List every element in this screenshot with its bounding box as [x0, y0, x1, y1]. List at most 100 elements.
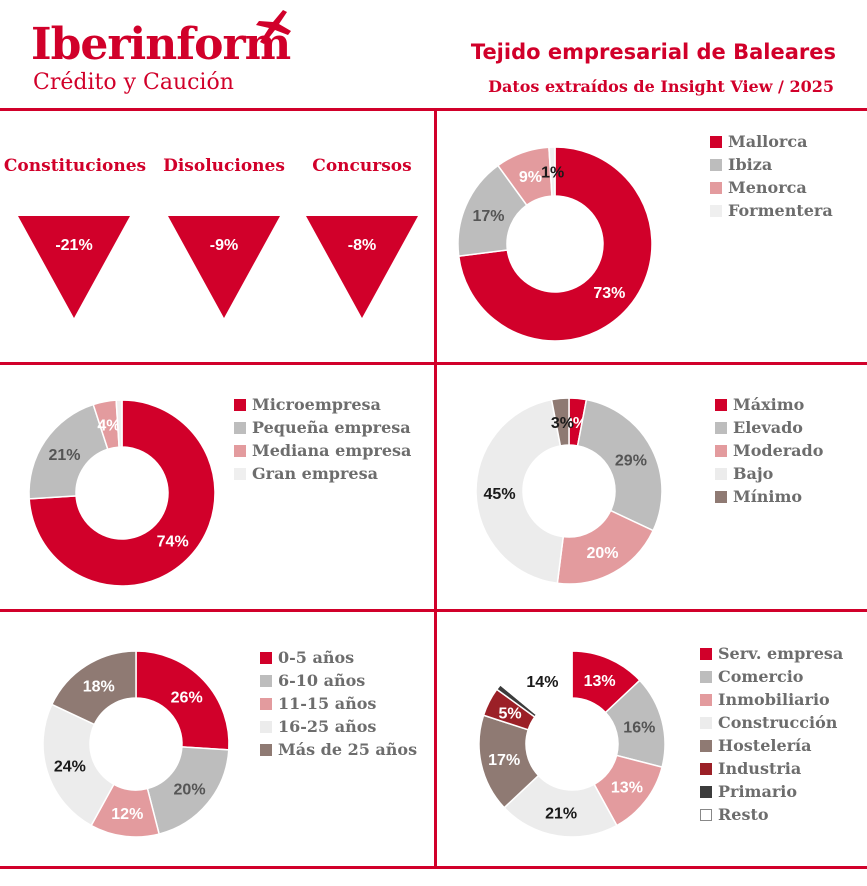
legend-label: Gran empresa — [252, 464, 378, 483]
legend-swatch — [700, 740, 712, 752]
slice-gran-empresa — [115, 399, 123, 448]
legend-label: Comercio — [718, 667, 804, 686]
legend-swatch — [700, 694, 712, 706]
legend-swatch — [234, 422, 246, 434]
legend-swatch — [715, 399, 727, 411]
slice-microempresa — [28, 399, 216, 587]
indicator-value-disoluciones: -9% — [209, 237, 239, 254]
legend-label: 0-5 años — [278, 648, 355, 667]
data-label-construccion: 21% — [545, 806, 577, 823]
slice-16-25-anos — [42, 703, 115, 827]
legend-label: Elevado — [733, 418, 803, 437]
donut-chart-risk: 3%29%20%45%3% — [475, 397, 663, 585]
legend-swatch — [260, 675, 272, 687]
slice-construccion — [503, 774, 618, 838]
legend-swatch — [234, 445, 246, 457]
indicator-value-constituciones: -21% — [55, 237, 93, 254]
data-label-menorca: 9% — [519, 169, 542, 186]
legend-swatch — [710, 159, 722, 171]
slice-mas-de-25-anos — [50, 650, 137, 726]
legend-label: Formentera — [728, 201, 833, 220]
legend-label: Moderado — [733, 441, 824, 460]
indicator-label-disoluciones: Disoluciones — [163, 156, 285, 176]
legend-label: 16-25 años — [278, 717, 377, 736]
legend-label: Mallorca — [728, 132, 808, 151]
down-triangle-icon — [18, 216, 130, 318]
slice-mallorca — [457, 146, 653, 342]
data-label-16-25-anos: 24% — [54, 758, 86, 775]
slice-formentera — [548, 146, 556, 197]
plane-icon — [256, 10, 291, 44]
legend-swatch — [234, 468, 246, 480]
slice-pequena-empresa — [28, 403, 109, 500]
indicator-label-constituciones: Constituciones — [3, 156, 147, 176]
legend-swatch — [260, 721, 272, 733]
legend-swatch — [710, 182, 722, 194]
data-label-mas-de-25-anos: 18% — [83, 678, 115, 695]
divider-row-1 — [0, 362, 867, 365]
legend-swatch — [700, 717, 712, 729]
data-label-bajo: 45% — [484, 486, 516, 503]
legend-label: Pequeña empresa — [252, 418, 411, 437]
data-label-6-10-anos: 20% — [174, 781, 206, 798]
data-label-microempresa: 74% — [157, 534, 189, 551]
legend-label: Más de 25 años — [278, 740, 418, 759]
divider-top — [0, 108, 867, 111]
legend-label: Industria — [718, 759, 802, 778]
data-label-mediana-empresa: 4% — [97, 418, 120, 435]
donut-chart-company-size: 74% 21% 4% — [28, 399, 216, 587]
donut-chart-islands: 73% 17% 9% 1% — [457, 146, 653, 342]
slice-minimo — [550, 397, 570, 447]
data-label-hosteleria: 17% — [488, 752, 520, 769]
page-title: Tejido empresarial de Baleares — [470, 40, 836, 64]
legend-swatch — [700, 671, 712, 683]
data-label-11-15-anos: 12% — [111, 806, 143, 823]
data-label-0-5-anos: 26% — [171, 689, 203, 706]
legend-label: 6-10 años — [278, 671, 366, 690]
legend-label: 11-15 años — [278, 694, 377, 713]
data-label-resto: 14% — [526, 674, 558, 691]
slice-resto — [499, 650, 573, 716]
legend-swatch — [710, 205, 722, 217]
legend-label: Serv. empresa — [718, 644, 844, 663]
legend-label: Microempresa — [252, 395, 381, 414]
indicator-value-concursos: -8% — [347, 237, 377, 254]
slice-bajo — [475, 398, 565, 585]
down-triangle-icon — [306, 216, 418, 318]
legend-swatch — [715, 491, 727, 503]
donut-chart-sector: 13% 16% 13% 21% 17% 5%14% — [478, 650, 666, 838]
legend-swatch — [234, 399, 246, 411]
divider-bottom — [0, 866, 867, 869]
legend-swatch — [715, 422, 727, 434]
donut-chart-age: 26% 20% 12% 24% 18% — [42, 650, 230, 838]
header: Iberinform Crédito y Caución Tejido empr… — [0, 0, 867, 108]
legend-label: Construcción — [718, 713, 838, 732]
data-label-pequena-empresa: 21% — [49, 447, 81, 464]
indicator-label-concursos: Concursos — [312, 156, 412, 176]
legend-swatch — [260, 698, 272, 710]
legend-label: Inmobiliario — [718, 690, 830, 709]
legend-swatch — [715, 445, 727, 457]
legend-swatch — [700, 786, 712, 798]
legend-swatch — [260, 744, 272, 756]
legend-label: Ibiza — [728, 155, 773, 174]
legend-swatch — [260, 652, 272, 664]
legend-label: Máximo — [733, 395, 805, 414]
legend-label: Bajo — [733, 464, 774, 483]
legend-swatch — [700, 648, 712, 660]
down-triangle-icon — [168, 216, 280, 318]
legend-swatch — [700, 809, 712, 821]
data-label-ibiza: 17% — [472, 208, 504, 225]
divider-vertical — [434, 111, 437, 866]
legend-label: Mediana empresa — [252, 441, 412, 460]
logo-subtitle: Crédito y Caución — [33, 70, 234, 95]
data-label-moderado: 20% — [586, 545, 618, 562]
data-label-minimo: 3% — [551, 415, 574, 432]
slice-0-5-anos — [135, 650, 230, 751]
legend-label: Primario — [718, 782, 798, 801]
legend-label: Mínimo — [733, 487, 803, 506]
slice-elevado — [576, 398, 663, 532]
data-label-mallorca: 73% — [593, 285, 625, 302]
page-subtitle: Datos extraídos de Insight View / 2025 — [488, 77, 834, 96]
legend-label: Hostelería — [718, 736, 812, 755]
